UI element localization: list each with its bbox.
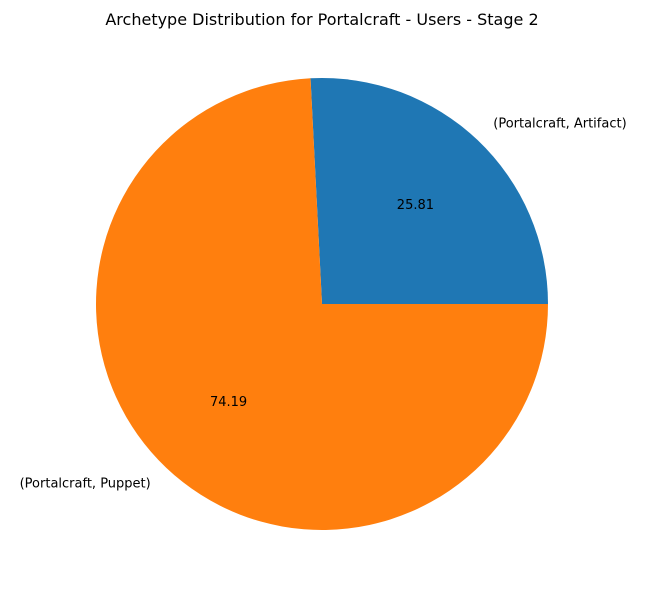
pie-slice-2	[95, 78, 549, 530]
slice-value-label-1: 25.81	[397, 198, 434, 213]
pie-slices	[95, 77, 549, 530]
pie-slice-1	[310, 77, 548, 304]
slice-label-2: (Portalcraft, Puppet)	[20, 477, 151, 492]
slice-value-label-2: 74.19	[210, 395, 247, 410]
pie-labels: (Portalcraft, Artifact) 25.81 (Portalcraft…	[20, 116, 627, 491]
chart-title: Archetype Distribution for Portalcraft -…	[105, 10, 538, 29]
slice-label-1: (Portalcraft, Artifact)	[493, 116, 626, 131]
